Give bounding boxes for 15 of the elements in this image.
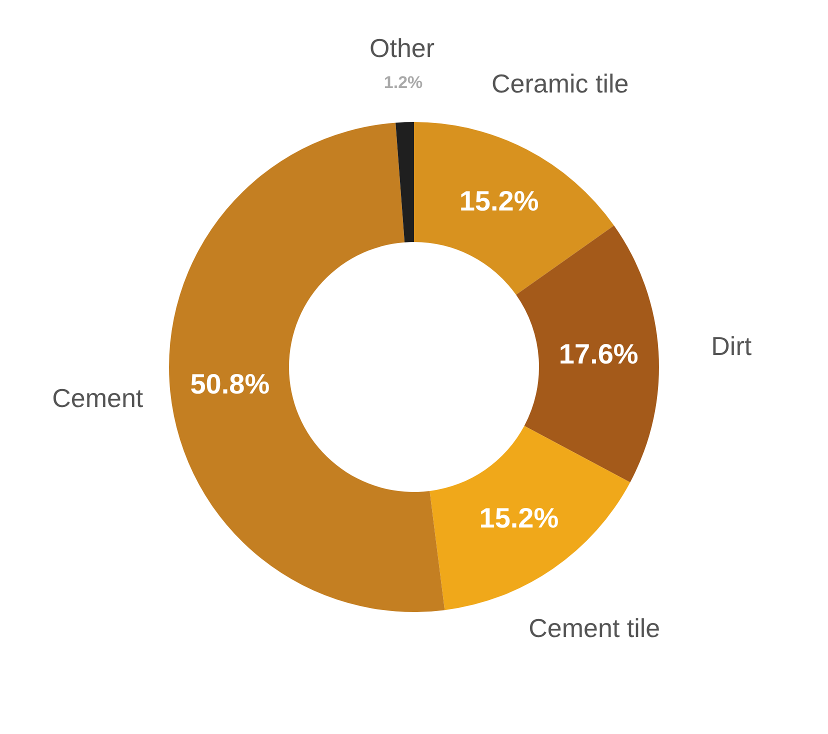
donut-slice — [169, 122, 445, 612]
data-label: 1.2% — [384, 73, 423, 92]
slice-label: Dirt — [711, 331, 752, 362]
donut-slice — [414, 122, 614, 295]
slice-label: Cement — [52, 382, 144, 413]
data-label: 17.6% — [558, 338, 638, 370]
slice-label: Cement tile — [528, 612, 660, 643]
slice-label: Other — [370, 33, 435, 64]
donut-slice — [516, 225, 659, 482]
donut-slice — [430, 426, 630, 610]
donut-slice — [396, 122, 414, 242]
data-label: 50.8% — [190, 368, 270, 400]
data-label: 15.2% — [479, 502, 559, 534]
slice-label: Ceramic tile — [492, 68, 629, 99]
data-label: 15.2% — [459, 186, 539, 217]
